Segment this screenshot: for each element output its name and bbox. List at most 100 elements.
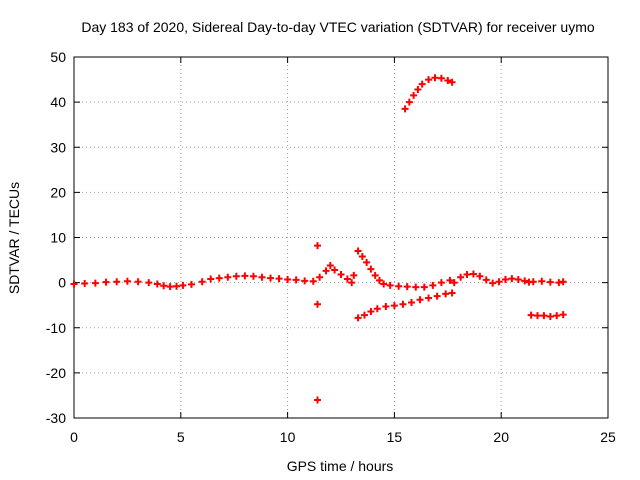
data-point xyxy=(360,311,368,319)
data-point xyxy=(457,273,465,281)
data-point xyxy=(123,277,131,285)
y-tick-label: 40 xyxy=(50,94,66,110)
data-point xyxy=(538,277,546,285)
data-point xyxy=(429,281,437,289)
data-point xyxy=(433,292,441,300)
data-point xyxy=(508,275,516,283)
data-point xyxy=(527,311,535,319)
data-point xyxy=(412,283,420,291)
data-point xyxy=(395,282,403,290)
data-point xyxy=(350,271,358,279)
y-tick-label: -10 xyxy=(46,320,66,336)
data-point xyxy=(358,252,366,260)
data-point xyxy=(386,281,394,289)
data-point xyxy=(348,279,356,287)
y-tick-label: -20 xyxy=(46,365,66,381)
data-point xyxy=(207,275,215,283)
data-point xyxy=(367,308,375,316)
x-tick-label: 5 xyxy=(177,429,185,445)
data-point xyxy=(331,266,339,274)
data-point xyxy=(314,242,322,250)
y-tick-label: 50 xyxy=(50,49,66,65)
data-point xyxy=(416,296,424,304)
data-point xyxy=(559,311,567,319)
y-tick-label: 30 xyxy=(50,139,66,155)
data-point xyxy=(444,76,452,84)
data-point xyxy=(540,312,548,320)
data-point xyxy=(187,280,195,288)
data-point xyxy=(373,305,381,313)
x-tick-label: 25 xyxy=(600,429,616,445)
data-point xyxy=(326,261,334,269)
data-point xyxy=(405,98,413,106)
data-point xyxy=(232,272,240,280)
data-point xyxy=(179,281,187,289)
data-point xyxy=(314,396,322,404)
data-point xyxy=(363,258,371,266)
data-point xyxy=(134,278,142,286)
x-tick-label: 20 xyxy=(493,429,509,445)
data-point xyxy=(309,277,317,285)
data-point xyxy=(113,278,121,286)
data-point xyxy=(463,271,471,279)
data-point xyxy=(410,91,418,99)
data-point xyxy=(399,300,407,308)
data-point xyxy=(284,275,292,283)
data-point xyxy=(403,283,411,291)
data-point xyxy=(224,273,232,281)
data-point xyxy=(529,278,537,286)
data-point xyxy=(314,300,322,308)
x-tick-label: 15 xyxy=(387,429,403,445)
data-point xyxy=(81,280,89,288)
data-point xyxy=(354,247,362,255)
data-point xyxy=(70,280,78,288)
data-point xyxy=(546,278,554,286)
data-point xyxy=(316,273,324,281)
data-point xyxy=(559,278,567,286)
data-point xyxy=(401,105,409,113)
data-point xyxy=(437,74,445,82)
data-point xyxy=(450,279,458,287)
data-point xyxy=(448,289,456,297)
data-point xyxy=(425,294,433,302)
data-point xyxy=(414,85,422,93)
data-point xyxy=(275,275,283,283)
data-point xyxy=(198,278,206,286)
tick-layer: 0 5 10 15 20 25 -30 -20 -10 0 10 20 30 40 50 xyxy=(46,49,616,445)
data-point xyxy=(367,265,375,273)
y-tick-label: 10 xyxy=(50,230,66,246)
data-point xyxy=(431,74,439,82)
data-point xyxy=(215,274,223,282)
data-point xyxy=(407,298,415,306)
y-tick-label: -30 xyxy=(46,410,66,426)
data-point xyxy=(442,290,450,298)
data-point xyxy=(482,276,490,284)
data-point xyxy=(425,76,433,84)
data-point xyxy=(160,282,168,290)
data-point xyxy=(267,274,275,282)
data-point xyxy=(166,283,174,291)
data-point xyxy=(521,277,529,285)
x-axis-label: GPS time / hours xyxy=(287,458,394,474)
data-point xyxy=(446,276,454,284)
data-point xyxy=(301,277,309,285)
data-point xyxy=(420,283,428,291)
data-point xyxy=(448,78,456,86)
data-point xyxy=(380,280,388,288)
data-point xyxy=(337,271,345,279)
data-point xyxy=(91,279,99,287)
data-point xyxy=(292,276,300,284)
data-point xyxy=(382,303,390,311)
data-point xyxy=(249,272,257,280)
data-point xyxy=(241,272,249,280)
data-point xyxy=(153,280,161,288)
x-tick-label: 0 xyxy=(70,429,78,445)
x-tick-label: 10 xyxy=(280,429,296,445)
data-points xyxy=(70,74,567,404)
data-point xyxy=(534,312,542,320)
data-point xyxy=(354,314,362,322)
data-point xyxy=(553,312,561,320)
data-point xyxy=(469,270,477,278)
data-point xyxy=(437,279,445,287)
